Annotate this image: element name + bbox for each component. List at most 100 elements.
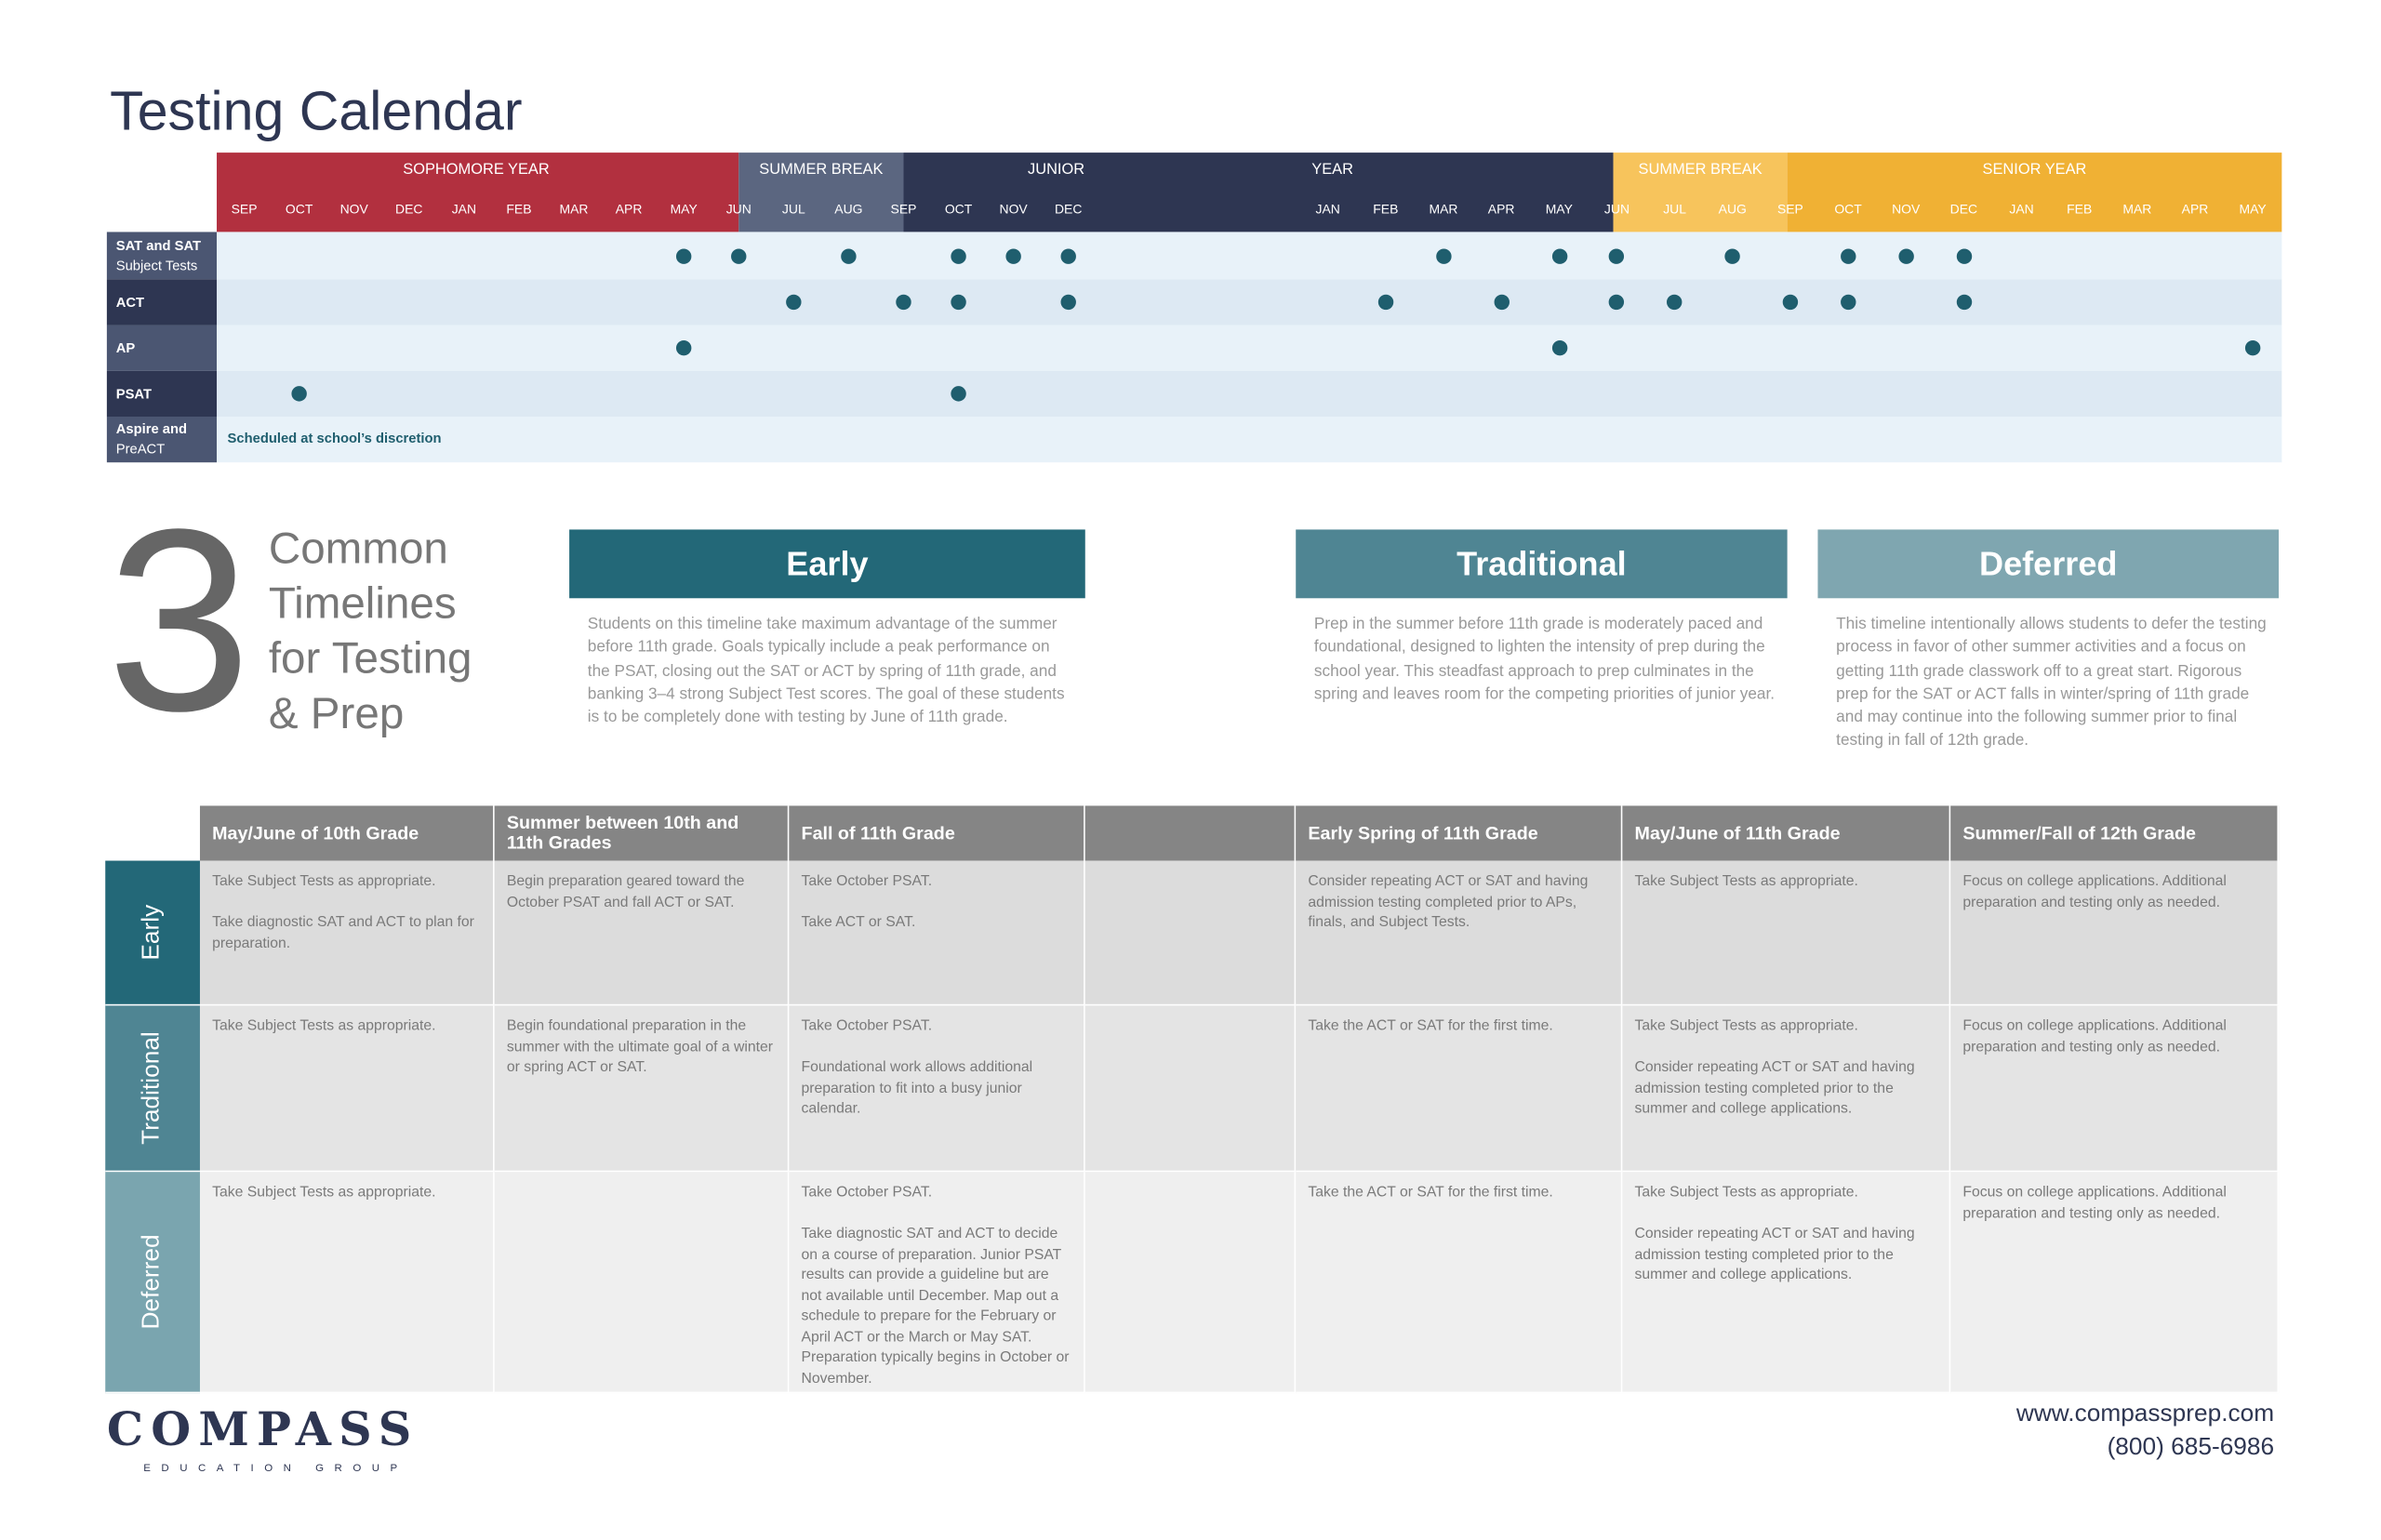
intro-heading-line: Timelines (268, 579, 457, 630)
cell-text: Take Subject Tests as appropriate. (212, 1017, 436, 1035)
intro-heading-line: Common (268, 524, 448, 575)
month-label: AUG (834, 201, 863, 218)
month-label: FEB (506, 201, 532, 218)
test-date-dot (951, 294, 966, 311)
test-date-dot (1060, 294, 1076, 311)
month-label: NOV (1892, 201, 1921, 218)
column-header: May/June of 11th Grade (1622, 805, 1951, 861)
row-background (217, 279, 2282, 325)
month-label: MAR (1429, 201, 1458, 218)
title: Testing Calendar (110, 79, 523, 142)
row-background (217, 417, 2282, 463)
cell-text: Take October PSAT. (801, 872, 933, 890)
cell-text: Take the ACT or SAT for the first time. (1308, 1184, 1553, 1201)
table-cell: Take Subject Tests as appropriate. (199, 1005, 495, 1173)
month-label: DEC (395, 201, 423, 218)
cell-text: Begin foundational preparation in the su… (506, 1017, 773, 1076)
table-cell (494, 1172, 790, 1394)
row-label: AP (115, 339, 136, 355)
month-label: AUG (1718, 201, 1747, 218)
column-header: Summer/Fall of 12th Grade (1950, 805, 2280, 861)
month-label: NOV (999, 201, 1028, 218)
cell-text: Take Subject Tests as appropriate. (212, 1184, 436, 1201)
cell-text: Focus on college applications. Additiona… (1962, 872, 2227, 910)
row-label: ACT (115, 293, 145, 310)
month-label: JUL (781, 201, 805, 218)
test-date-dot (731, 247, 747, 264)
table-cell: Take Subject Tests as appropriate. (199, 1172, 495, 1394)
test-date-dot (1782, 294, 1799, 311)
test-date-dot (896, 294, 911, 311)
test-date-dot (1840, 247, 1856, 264)
row-label: Subject Tests (115, 257, 198, 272)
timeline-heading: Traditional (1296, 529, 1788, 599)
row-label: Early (139, 904, 166, 961)
url: www.compassprep.com (2015, 1401, 2275, 1427)
month-label: SEP (1776, 201, 1803, 218)
row-label: PSAT (115, 385, 153, 401)
cell-text: Consider repeating ACT or SAT and having… (1634, 1225, 1915, 1284)
cell-text: Take Subject Tests as appropriate. (1634, 1017, 1858, 1035)
row-label-cell: ACT (106, 279, 218, 325)
test-date-dot (1667, 294, 1683, 311)
table-cell: Focus on college applications. Additiona… (1950, 860, 2280, 1006)
timeline-heading: Early (569, 529, 1085, 599)
cell-text: Begin preparation geared toward the Octo… (506, 872, 745, 910)
row-label-cell: AP (106, 325, 218, 371)
test-date-dot (675, 339, 692, 356)
table-cell: Focus on college applications. Additiona… (1950, 1005, 2280, 1173)
row-label-cell: Deferred (105, 1172, 200, 1394)
table-cell: Take October PSAT. Take ACT or SAT. (789, 860, 1085, 1006)
note: Scheduled at school’s discretion (227, 430, 442, 446)
column-header: May/June of 10th Grade (199, 805, 495, 861)
test-date-dot (951, 386, 966, 402)
table-cell: Take Subject Tests as appropriate. (1622, 860, 1951, 1006)
month-label: JUN (1603, 201, 1630, 218)
month-label: APR (615, 201, 643, 218)
month-label: OCT (285, 201, 313, 218)
test-date-dot (1609, 294, 1625, 311)
test-date-dot (1898, 247, 1914, 264)
period-label: YEAR (1311, 161, 1353, 179)
header-band (217, 153, 739, 232)
row-label-cell: PSAT (106, 370, 218, 418)
month-label: SEP (231, 201, 258, 218)
table-cell (1084, 1172, 1297, 1394)
test-date-dot (1060, 247, 1076, 264)
header-band (738, 153, 904, 232)
cell-text: Take diagnostic SAT and ACT to decide on… (801, 1225, 1070, 1387)
cell-text: Focus on college applications. Additiona… (1962, 1017, 2227, 1055)
table-cell: Take Subject Tests as appropriate. Consid… (1622, 1172, 1951, 1394)
timeline-description: Students on this timeline take maximum a… (587, 615, 1065, 727)
table-cell (1084, 1005, 1297, 1173)
row-label-cell: Traditional (105, 1005, 200, 1173)
period-label: SENIOR YEAR (1982, 161, 2087, 179)
cell-text: Take Subject Tests as appropriate. (1634, 872, 1858, 890)
test-date-dot (1493, 294, 1510, 311)
table-cell: Focus on college applications. Additiona… (1950, 1172, 2280, 1394)
row-label: Aspire and (115, 420, 188, 437)
period-label: JUNIOR (1028, 161, 1085, 179)
month-label: SEP (890, 201, 917, 218)
row-label: Deferred (139, 1234, 166, 1330)
test-date-dot (291, 386, 307, 402)
row-label: PreACT (115, 441, 166, 457)
month-label: MAR (559, 201, 589, 218)
cell-text: Take October PSAT. (801, 1184, 933, 1201)
month-label: APR (1487, 201, 1515, 218)
test-date-dot (1840, 294, 1856, 311)
month-label: OCT (1834, 201, 1862, 218)
month-label: JAN (1315, 201, 1340, 218)
table-cell: Take Subject Tests as appropriate. Consid… (1622, 1005, 1951, 1173)
test-date-dot (1435, 247, 1452, 264)
test-date-dot (841, 247, 857, 264)
cell-text: Consider repeating ACT or SAT and having… (1308, 872, 1589, 932)
cell-text: Foundational work allows additional prep… (801, 1058, 1033, 1118)
test-date-dot (2244, 339, 2261, 356)
column-header (1084, 805, 1297, 861)
timeline-heading: Deferred (1817, 529, 2280, 599)
column-header: Summer between 10th and 11th Grades (494, 805, 790, 861)
table-cell: Consider repeating ACT or SAT and having… (1296, 860, 1623, 1006)
test-date-dot (1609, 247, 1625, 264)
